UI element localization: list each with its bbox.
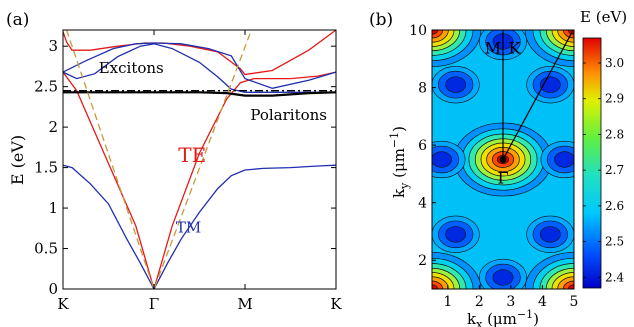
- colorbar-title: E (eV): [580, 8, 627, 26]
- colorbar-gradient: [582, 37, 602, 289]
- x-tick-label: 2: [475, 294, 484, 310]
- energy-maximum-contour-4: [567, 30, 574, 35]
- y-tick-label: 6: [418, 138, 427, 154]
- energy-minimum-contour-3: [554, 151, 574, 168]
- annotation-te: TE: [178, 143, 206, 167]
- x-tick-label: 1: [443, 294, 452, 310]
- y-tick-label: 4: [418, 196, 427, 212]
- annotation-polaritons: Polaritons: [250, 106, 327, 124]
- series-polariton-line-5: [63, 91, 336, 97]
- panel-a-y-axis-label: E (eV): [8, 135, 27, 185]
- annotation-tm: TM: [176, 218, 201, 236]
- y-tick-label: 1.5: [34, 159, 58, 177]
- panel-b-axes-box: [431, 29, 575, 290]
- y-tick-label: 0.5: [34, 240, 58, 258]
- heatmap-field: [432, 30, 574, 289]
- panel-a-plot: Excitons Polaritons TE TM 0 0.5 1 1.5 2 2.5 3 K Γ M…: [8, 29, 342, 313]
- band-annotations: Excitons Polaritons TE TM: [99, 59, 327, 236]
- symmetry-point-m: M: [485, 39, 501, 58]
- y-tick-label: 2: [418, 253, 427, 269]
- x-tick-label: K: [330, 295, 342, 313]
- panel-b-label: (b): [369, 10, 393, 30]
- energy-minimum-contour-5: [539, 226, 561, 243]
- colorbar-tick-label: 2.6: [605, 199, 624, 213]
- y-tick-label: 1: [48, 199, 58, 217]
- panel-a-y-ticks: 0 0.5 1 1.5 2 2.5 3: [34, 37, 336, 298]
- annotation-excitons: Excitons: [99, 59, 164, 77]
- energy-minimum-contour-2: [432, 151, 452, 168]
- symmetry-point-k: K: [508, 39, 521, 58]
- colorbar-tick-label: 2.5: [605, 235, 624, 249]
- series-TM-line-2: [63, 164, 336, 289]
- series-TE-line-0: [63, 30, 336, 76]
- panel-b-y-ticks: 2 4 6 8 10: [409, 23, 436, 269]
- series-TM-line-4: [63, 43, 336, 93]
- y-tick-label: 0: [48, 280, 58, 298]
- x-tick-label: 5: [570, 294, 579, 310]
- colorbar-tick-label: 2.4: [605, 270, 624, 284]
- panel-a-axes-box: [62, 29, 337, 290]
- series-TE-line-1: [63, 71, 336, 289]
- energy-minimum-contour-6: [492, 269, 514, 286]
- y-tick-label: 10: [409, 23, 427, 39]
- colorbar-ticks: 2.4 2.5 2.6 2.7 2.8 2.9 3.0: [583, 56, 624, 284]
- colorbar: E (eV) 2.4 2.5 2.6 2.7 2.8 2.9 3.0: [580, 8, 627, 289]
- colorbar-tick-label: 2.8: [605, 127, 624, 141]
- symmetry-point-gamma: Γ: [497, 169, 508, 188]
- colorbar-tick-label: 2.7: [605, 163, 624, 177]
- gamma-k-path: [502, 31, 573, 160]
- symmetry-point-labels: Γ M K: [485, 39, 522, 188]
- series-TM-line-3: [63, 42, 336, 89]
- panel-a-label: (a): [6, 10, 29, 30]
- x-tick-label: 3: [506, 294, 515, 310]
- energy-minimum-contour-0: [445, 76, 467, 93]
- panel-b-y-axis-label: ky (μm−1): [388, 126, 411, 198]
- x-tick-label: K: [57, 295, 69, 313]
- energy-minimum-contour-4: [445, 226, 467, 243]
- x-tick-label: 4: [538, 294, 547, 310]
- y-tick-label: 2: [48, 118, 58, 136]
- x-tick-label: Γ: [149, 295, 159, 313]
- x-tick-label: M: [237, 295, 252, 313]
- band-lines: [63, 30, 336, 289]
- y-tick-label: 3: [48, 37, 58, 55]
- colorbar-tick-label: 2.9: [605, 92, 624, 106]
- series-light-line-line-7: [65, 30, 253, 289]
- colorbar-tick-label: 3.0: [605, 56, 624, 70]
- y-tick-label: 8: [418, 81, 427, 97]
- panel-b-x-ticks: 1 2 3 4 5: [443, 285, 578, 310]
- energy-maximum-contour-2: [567, 284, 574, 289]
- gamma-point-marker: [499, 156, 507, 163]
- panel-b-x-axis-label: kx (μm−1): [467, 308, 539, 327]
- y-tick-label: 2.5: [34, 78, 58, 96]
